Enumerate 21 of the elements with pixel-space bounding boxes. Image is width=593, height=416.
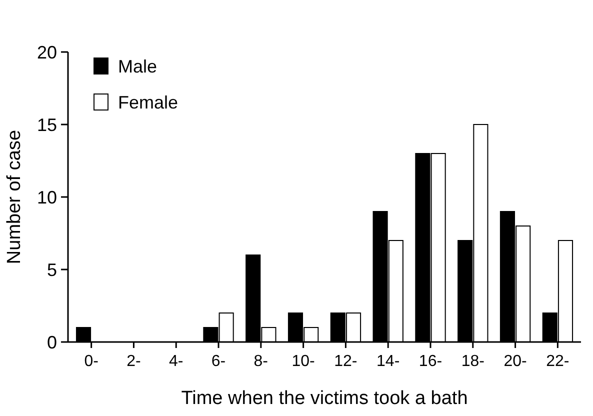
- x-tick-label: 4-: [168, 353, 184, 370]
- x-tick-label: 6-: [211, 353, 226, 370]
- legend-label: Male: [118, 56, 158, 76]
- x-tick-label: 8-: [254, 353, 268, 370]
- x-tick-label: 22-: [546, 353, 570, 370]
- x-tick-label: 14-: [376, 353, 400, 370]
- x-axis-title: Time when the victims took a bath: [181, 388, 468, 409]
- y-tick-label: 15: [36, 114, 57, 135]
- legend-label: Female: [118, 92, 178, 112]
- x-tick-label: 10-: [292, 353, 315, 370]
- x-tick-label: 20-: [504, 353, 527, 370]
- x-tick-label: 0-: [84, 353, 98, 370]
- x-tick-label: 16-: [418, 353, 442, 370]
- y-tick-label: 0: [46, 332, 57, 352]
- y-axis-title: Number of case: [4, 130, 25, 264]
- x-tick-label: 2-: [126, 353, 141, 370]
- x-tick-label: 18-: [461, 353, 484, 370]
- y-tick-label: 5: [46, 260, 57, 280]
- y-tick-label: 10: [36, 187, 57, 208]
- x-tick-label: 12-: [334, 353, 358, 370]
- y-tick-label: 20: [36, 42, 57, 62]
